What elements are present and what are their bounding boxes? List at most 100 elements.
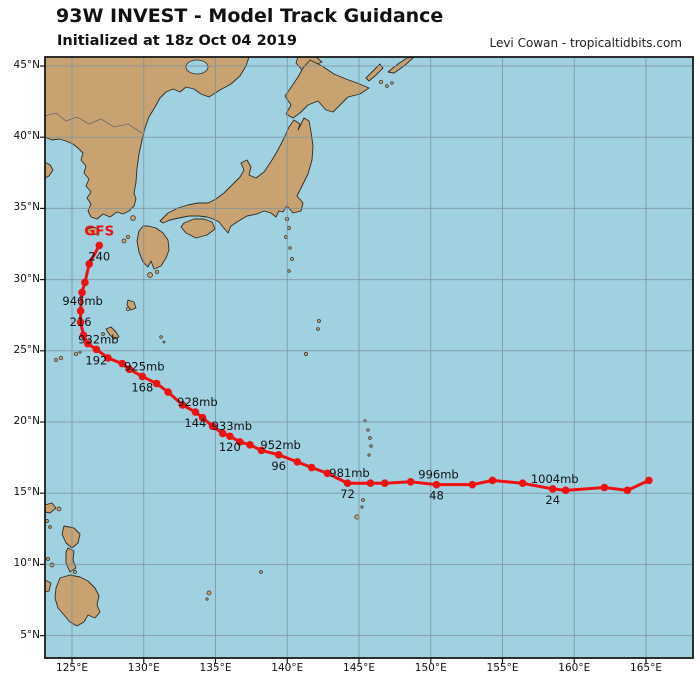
- track-pressure-label: 928mb: [177, 395, 217, 409]
- island-speck: [366, 428, 370, 432]
- lon-tick-label: 130°E: [127, 662, 160, 674]
- island-speck: [154, 269, 160, 275]
- island-speck: [147, 272, 153, 278]
- track-point-6h: [623, 486, 632, 495]
- island-speck: [290, 257, 294, 261]
- land-zamboanga-edge: [45, 579, 52, 593]
- lat-tick-label: 30°N: [13, 272, 40, 285]
- land-kyushu: [136, 225, 170, 270]
- island-speck: [73, 351, 79, 357]
- track-point-222h: [78, 288, 86, 297]
- lon-tick-label: 165°E: [630, 662, 662, 674]
- track-point-186h: [104, 354, 112, 362]
- track-point-156h: [164, 388, 172, 396]
- track-point-168h: [138, 372, 147, 381]
- island-speck: [287, 269, 291, 273]
- model-name-label: GFS: [84, 223, 114, 239]
- lat-tick-label: 35°N: [13, 201, 40, 214]
- land-shikoku: [180, 218, 216, 239]
- track-hour-label: 168: [131, 380, 153, 394]
- island-speck: [101, 332, 105, 336]
- lon-tick-label: 125°E: [56, 662, 88, 674]
- track-point-0h: [645, 476, 653, 485]
- track-point-192h: [92, 345, 101, 354]
- island-speck: [259, 570, 263, 574]
- island-speck: [316, 327, 320, 331]
- track-point-144h: [191, 408, 200, 416]
- land-shandong-tip: [45, 161, 54, 179]
- lat-tick-label: 10°N: [13, 557, 40, 570]
- island-speck: [56, 506, 62, 512]
- track-point-60h: [381, 479, 389, 488]
- island-speck: [49, 562, 55, 568]
- track-hour-label: 96: [271, 459, 286, 473]
- track-point-204h: [79, 331, 88, 339]
- island-speck: [385, 84, 389, 88]
- lat-tick-label: 25°N: [13, 343, 40, 356]
- island-speck: [125, 234, 131, 240]
- lake-khanka: [185, 59, 209, 75]
- track-point-180h: [118, 359, 127, 368]
- track-point-162h: [152, 379, 161, 388]
- land-hokkaido: [284, 59, 370, 119]
- track-hour-label: 72: [340, 487, 355, 501]
- track-pressure-label: 925mb: [124, 359, 164, 373]
- track-hour-label: 48: [429, 489, 444, 503]
- figure-credit: Levi Cowan - tropicaltidbits.com: [489, 36, 682, 50]
- island-speck: [206, 590, 212, 596]
- track-pressure-label: 1004mb: [531, 472, 579, 486]
- track-hour-label: 120: [219, 440, 241, 454]
- track-pressure-label: 933mb: [212, 419, 252, 433]
- island-speck: [287, 226, 291, 230]
- island-speck: [360, 505, 364, 509]
- ocean: [45, 57, 693, 658]
- track-point-96h: [274, 450, 283, 459]
- track-point-198h: [83, 339, 92, 348]
- island-speck: [368, 436, 372, 440]
- lat-tick-label: 20°N: [13, 415, 40, 427]
- track-point-108h: [246, 440, 254, 449]
- lon-tick-label: 150°E: [414, 662, 447, 674]
- island-speck: [378, 79, 384, 85]
- track-point-138h: [198, 413, 207, 422]
- track-point-228h: [81, 278, 89, 287]
- track-point-12h: [600, 483, 609, 492]
- island-speck: [288, 246, 292, 250]
- island-speck: [45, 519, 49, 523]
- lon-tick-label: 155°E: [486, 662, 519, 674]
- track-point-84h: [307, 463, 316, 472]
- track-point-234h: [85, 260, 94, 268]
- island-speck: [58, 355, 64, 361]
- map-frame: [44, 56, 694, 659]
- track-point-30h: [518, 479, 527, 488]
- track-pressure-label: 996mb: [418, 468, 458, 482]
- track-point-54h: [406, 478, 415, 486]
- track-point-78h: [323, 469, 332, 478]
- land-mindanao: [54, 574, 101, 627]
- land-leyte: [65, 547, 77, 573]
- land-honshu: [159, 117, 314, 234]
- track-pressure-label: 946mb: [62, 294, 102, 308]
- island-speck: [162, 340, 166, 344]
- country-border-line: [45, 112, 143, 134]
- lon-tick-label: 135°E: [199, 662, 232, 674]
- island-speck: [367, 453, 371, 457]
- map-layers: 1004mb 24 996mb 48 981mb 72 952mb 96 933mb 120 928…: [45, 57, 693, 658]
- track-point-132h: [208, 422, 217, 431]
- lat-tick-label: 15°N: [13, 486, 40, 499]
- island-speck: [54, 358, 58, 362]
- track-hour-label: 24: [545, 493, 560, 507]
- island-speck: [125, 306, 131, 312]
- track-hour-label: 192: [85, 353, 107, 367]
- track-point-18h: [561, 486, 570, 495]
- track-point-24h: [548, 485, 557, 493]
- land-luzon-edge: [45, 502, 57, 514]
- figure-title: 93W INVEST - Model Track Guidance: [56, 5, 444, 27]
- track-point-240h: [95, 241, 104, 250]
- island-speck: [205, 597, 209, 601]
- island-speck: [317, 319, 321, 323]
- lon-tick-label: 160°E: [558, 662, 591, 674]
- island-speck: [304, 352, 308, 356]
